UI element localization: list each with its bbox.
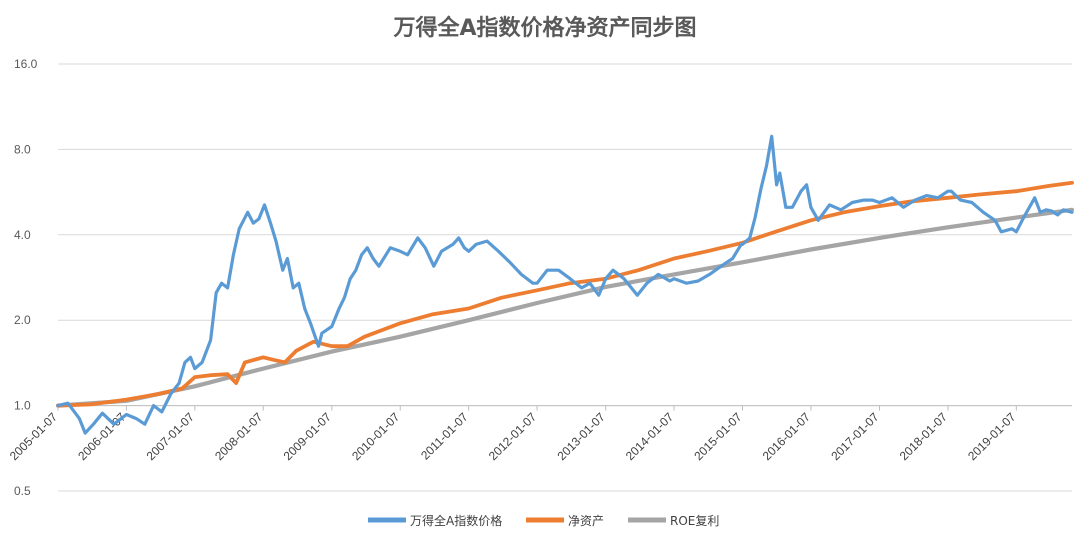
x-tick-label: 2010-01-07 bbox=[349, 410, 403, 464]
x-axis-ticks: 2005-01-07 2006-01-07 2007-01-07 2008-01-07… bbox=[7, 405, 1019, 464]
y-tick-label: 4.0 bbox=[14, 228, 31, 242]
y-tick-label: 8.0 bbox=[14, 142, 31, 156]
y-tick-label: 1.0 bbox=[14, 399, 31, 413]
gridlines bbox=[58, 63, 1072, 492]
legend-item-roe[interactable]: ROE复利 bbox=[628, 514, 719, 528]
x-tick-label: 2008-01-07 bbox=[212, 410, 266, 464]
y-tick-label: 16.0 bbox=[14, 57, 38, 71]
legend-item-index[interactable]: 万得全A指数价格 bbox=[368, 513, 502, 528]
x-tick-label: 2017-01-07 bbox=[828, 410, 882, 464]
legend: 万得全A指数价格 净资产 ROE复利 bbox=[368, 513, 719, 528]
x-tick-label: 2015-01-07 bbox=[691, 410, 745, 464]
series-line-netasset bbox=[56, 180, 1074, 408]
series-line-index bbox=[56, 134, 1074, 435]
plot-area bbox=[55, 134, 1075, 435]
x-tick-label: 2018-01-07 bbox=[897, 410, 951, 464]
legend-item-netasset[interactable]: 净资产 bbox=[526, 514, 604, 528]
legend-label-netasset: 净资产 bbox=[568, 514, 604, 528]
x-tick-label: 2011-01-07 bbox=[418, 410, 471, 463]
x-tick-label: 2009-01-07 bbox=[281, 410, 335, 464]
x-tick-label: 2005-01-07 bbox=[7, 410, 61, 464]
chart-title: 万得全A指数价格净资产同步图 bbox=[392, 15, 696, 41]
legend-label-index: 万得全A指数价格 bbox=[410, 513, 502, 528]
y-tick-label: 0.5 bbox=[14, 484, 31, 498]
x-tick-label: 2013-01-07 bbox=[554, 410, 608, 464]
y-tick-label: 2.0 bbox=[14, 313, 31, 327]
x-tick-label: 2007-01-07 bbox=[144, 410, 198, 464]
x-tick-label: 2019-01-07 bbox=[965, 410, 1019, 464]
x-tick-label: 2016-01-07 bbox=[760, 410, 814, 464]
legend-label-roe: ROE复利 bbox=[670, 514, 719, 528]
x-tick-label: 2014-01-07 bbox=[623, 410, 677, 464]
y-axis-ticks: 0.5 1.0 2.0 4.0 8.0 16.0 bbox=[14, 57, 38, 498]
x-tick-label: 2012-01-07 bbox=[486, 410, 540, 464]
